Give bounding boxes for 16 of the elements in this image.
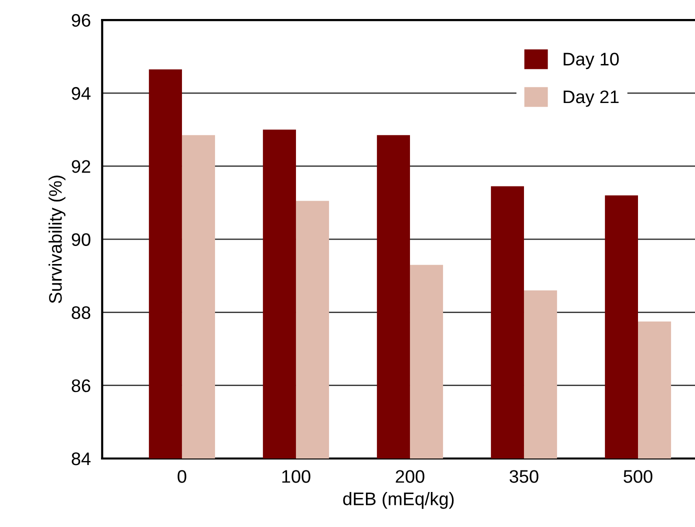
x-tick-label: 100	[282, 470, 310, 483]
x-tick-label: 0	[178, 470, 186, 483]
x-tick-label: 500	[624, 470, 652, 483]
y-tick-label: 90	[72, 233, 90, 246]
y-tick-label: 92	[72, 160, 90, 173]
y-tick-label: 96	[72, 14, 90, 27]
y-tick-label: 88	[72, 306, 90, 320]
legend-label: Day 21	[564, 90, 619, 107]
y-axis-title: Survivability (%)	[48, 176, 66, 304]
y-tick-label: 84	[72, 452, 91, 466]
y-tick-label: 86	[72, 379, 90, 392]
x-tick-label: 350	[510, 470, 538, 483]
x-tick-label: 200	[396, 470, 424, 483]
legend-label: Day 10	[564, 52, 619, 70]
x-axis-title: dEB (mEq/kg)	[343, 492, 454, 509]
y-tick-label: 94	[72, 87, 91, 100]
